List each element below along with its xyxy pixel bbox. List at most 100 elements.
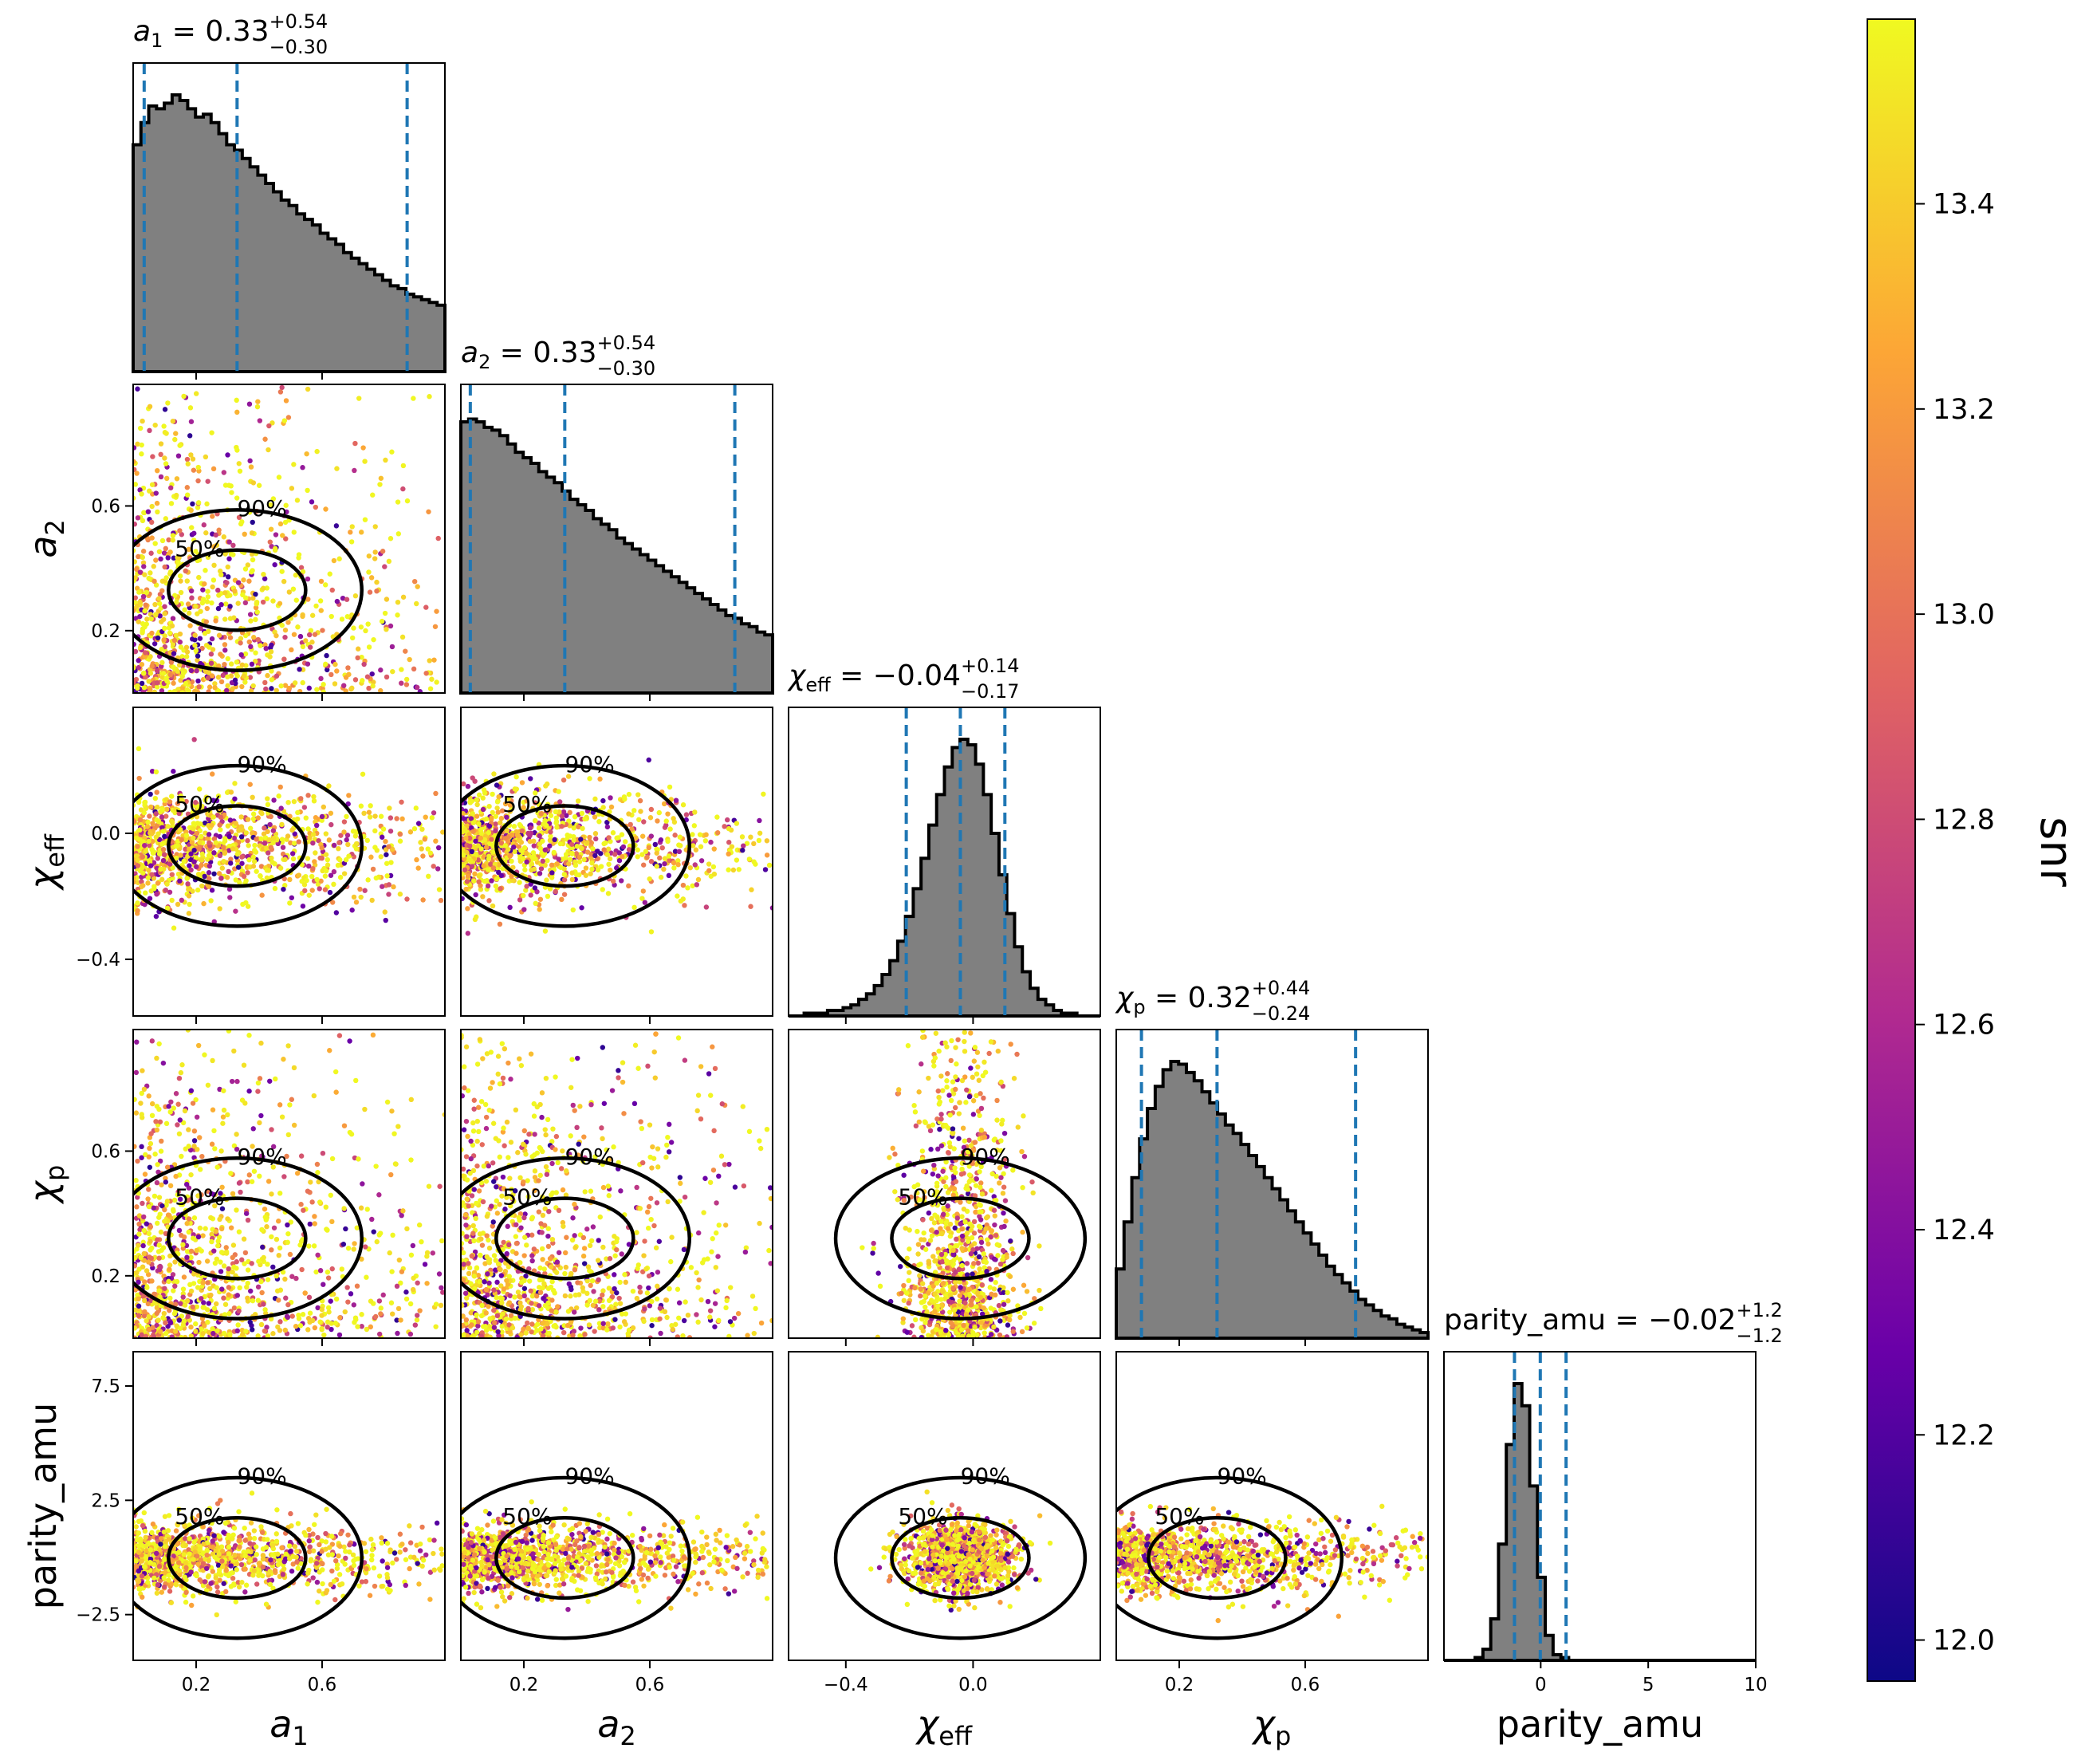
scatter-point	[468, 800, 473, 805]
scatter-point	[234, 1259, 239, 1264]
scatter-point	[135, 908, 140, 913]
scatter-point	[269, 686, 273, 691]
scatter-point	[437, 887, 442, 892]
scatter-point	[180, 1242, 185, 1247]
scatter-point	[184, 654, 189, 659]
scatter-point	[366, 569, 371, 574]
scatter-point	[513, 1108, 518, 1112]
scatter-point	[667, 826, 672, 831]
scatter-point	[158, 557, 163, 561]
scatter-point	[655, 851, 659, 856]
scatter-point	[557, 1250, 561, 1255]
scatter-point	[225, 452, 230, 457]
scatter-point	[195, 478, 200, 483]
scatter-point	[741, 843, 746, 848]
scatter-point	[182, 1274, 187, 1279]
scatter-point	[400, 1208, 405, 1213]
scatter-point	[345, 1299, 350, 1304]
scatter-point	[227, 895, 232, 900]
scatter-point	[238, 652, 243, 657]
scatter-point	[564, 852, 568, 856]
scatter-point	[567, 1282, 572, 1286]
scatter-point	[708, 840, 713, 845]
scatter-point	[391, 1131, 396, 1136]
scatter-point	[337, 857, 342, 862]
scatter-point	[276, 1219, 281, 1223]
scatter-point	[169, 501, 174, 506]
scatter-point	[136, 1242, 140, 1247]
scatter-point	[174, 493, 179, 498]
scatter-point	[291, 462, 296, 467]
scatter-point	[650, 1144, 655, 1149]
scatter-point	[502, 1144, 506, 1148]
scatter-point	[226, 1292, 230, 1297]
scatter-point	[205, 1280, 210, 1285]
scatter-point	[168, 1100, 173, 1104]
scatter-point	[192, 632, 197, 637]
scatter-point	[197, 840, 202, 845]
scatter-point	[202, 581, 207, 586]
scatter-point	[319, 1313, 324, 1317]
scatter-point	[314, 823, 319, 828]
scatter-point	[177, 1317, 182, 1322]
scatter-point	[537, 907, 541, 912]
contour-label-50: 50%	[502, 791, 552, 817]
scatter-point	[626, 811, 631, 816]
scatter-point	[324, 831, 328, 836]
scatter-point	[419, 1239, 423, 1244]
scatter-point	[704, 904, 709, 909]
scatter-point	[202, 874, 207, 879]
scatter-point	[202, 1053, 207, 1057]
scatter-point	[301, 680, 305, 685]
scatter-point	[270, 598, 275, 603]
scatter-point	[218, 1269, 223, 1274]
scatter-point	[643, 900, 647, 904]
scatter-point	[359, 1312, 364, 1317]
scatter-point	[158, 1329, 163, 1333]
scatter-point	[142, 800, 147, 805]
scatter-point	[524, 1242, 529, 1247]
scatter-point	[140, 854, 145, 859]
scatter-point	[154, 892, 159, 896]
scatter-point	[152, 423, 157, 427]
scatter-point	[171, 1105, 176, 1110]
scatter-point	[150, 454, 155, 459]
scatter-point	[233, 908, 238, 913]
scatter-point	[151, 886, 156, 891]
scatter-point	[196, 500, 201, 505]
scatter-point	[522, 1128, 527, 1133]
scatter-point	[335, 599, 340, 604]
scatter-point	[399, 680, 403, 685]
scatter-point	[161, 423, 166, 428]
scatter-point	[178, 1326, 183, 1331]
scatter-point	[552, 837, 557, 842]
scatter-point	[297, 839, 301, 844]
scatter-point	[516, 833, 521, 838]
scatter-point	[286, 1132, 291, 1137]
scatter-point	[164, 881, 169, 886]
scatter-point	[341, 683, 346, 687]
scatter-point	[186, 601, 191, 606]
scatter-point	[133, 1178, 138, 1183]
scatter-point	[415, 1313, 419, 1317]
scatter-point	[179, 898, 184, 903]
scatter-point	[148, 805, 153, 809]
scatter-point	[146, 1187, 151, 1191]
scatter-point	[248, 826, 253, 831]
scatter-point	[390, 1233, 395, 1238]
scatter-point	[149, 1278, 154, 1283]
scatter-point	[561, 1187, 565, 1192]
scatter-point	[283, 628, 288, 632]
scatter-point	[758, 1146, 763, 1151]
scatter-point	[648, 815, 653, 820]
scatter-point	[251, 812, 256, 817]
scatter-point	[435, 866, 440, 871]
scatter-point	[317, 886, 322, 891]
scatter-point	[494, 876, 499, 881]
scatter-point	[344, 857, 348, 862]
scatter-point	[291, 586, 296, 591]
scatter-point	[307, 632, 312, 637]
scatter-point	[480, 1056, 485, 1061]
scatter-point	[188, 1325, 193, 1329]
scatter-point	[222, 836, 227, 841]
